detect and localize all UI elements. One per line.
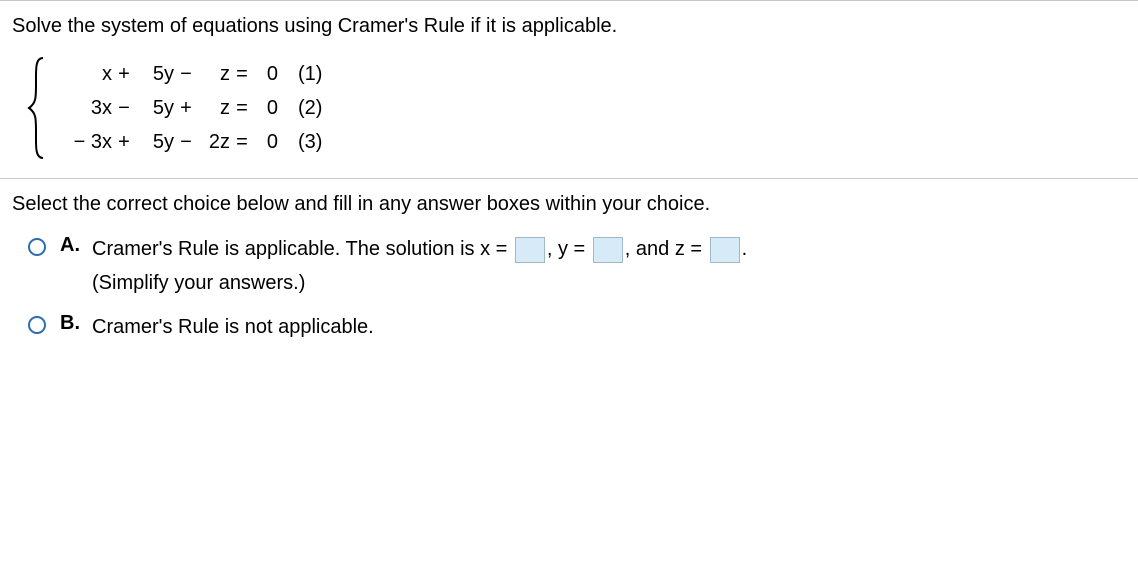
equation-row: 3x−5y+z=0(2) [56, 91, 328, 125]
choice-a-tail: . [742, 238, 748, 260]
answer-box-x[interactable] [515, 237, 545, 263]
eq-cell-s1: + [112, 57, 136, 91]
question-prompt: Solve the system of equations using Cram… [12, 15, 1126, 38]
eq-cell-rhs: 0 [254, 125, 278, 159]
eq-cell-eq: = [230, 125, 254, 159]
answer-box-y[interactable] [593, 237, 623, 263]
choice-b-label: B. [60, 312, 84, 342]
eq-cell-t1: x [56, 57, 112, 91]
eq-cell-s2: − [174, 57, 198, 91]
choice-a[interactable]: A. Cramer's Rule is applicable. The solu… [28, 234, 1126, 298]
eq-cell-num: (3) [278, 125, 328, 159]
eq-cell-s1: − [112, 91, 136, 125]
radio-icon[interactable] [28, 316, 46, 334]
equation-row: − 3x+5y−2z=0(3) [56, 125, 328, 159]
answer-box-z[interactable] [710, 237, 740, 263]
eq-cell-t1: 3x [56, 91, 112, 125]
radio-icon[interactable] [28, 238, 46, 256]
eq-cell-num: (2) [278, 91, 328, 125]
choice-a-text-pre: Cramer's Rule is applicable. The solutio… [92, 238, 507, 260]
eq-cell-t3: 2z [198, 125, 230, 159]
choice-a-hint: (Simplify your answers.) [92, 268, 747, 298]
eq-cell-s2: − [174, 125, 198, 159]
equation-system: x+5y−z=0(1)3x−5y+z=0(2)− 3x+5y−2z=0(3) [26, 56, 1126, 160]
eq-cell-t2: 5y [136, 125, 174, 159]
eq-cell-t2: 5y [136, 57, 174, 91]
eq-cell-t3: z [198, 57, 230, 91]
eq-cell-rhs: 0 [254, 91, 278, 125]
equation-row: x+5y−z=0(1) [56, 57, 328, 91]
choice-b[interactable]: B. Cramer's Rule is not applicable. [28, 312, 1126, 342]
eq-cell-t1: − 3x [56, 125, 112, 159]
choice-a-sep1: , y = [547, 238, 585, 260]
eq-cell-eq: = [230, 57, 254, 91]
choice-a-sep2: , and z = [625, 238, 702, 260]
eq-cell-rhs: 0 [254, 57, 278, 91]
left-brace-icon [26, 56, 48, 160]
choice-b-text: Cramer's Rule is not applicable. [92, 316, 374, 338]
eq-cell-t3: z [198, 91, 230, 125]
eq-cell-s2: + [174, 91, 198, 125]
eq-cell-s1: + [112, 125, 136, 159]
choice-prompt: Select the correct choice below and fill… [0, 179, 1138, 234]
choice-b-body: Cramer's Rule is not applicable. [92, 312, 374, 342]
choice-a-body: Cramer's Rule is applicable. The solutio… [92, 234, 747, 298]
eq-cell-num: (1) [278, 57, 328, 91]
eq-cell-eq: = [230, 91, 254, 125]
choice-a-label: A. [60, 234, 84, 298]
eq-cell-t2: 5y [136, 91, 174, 125]
